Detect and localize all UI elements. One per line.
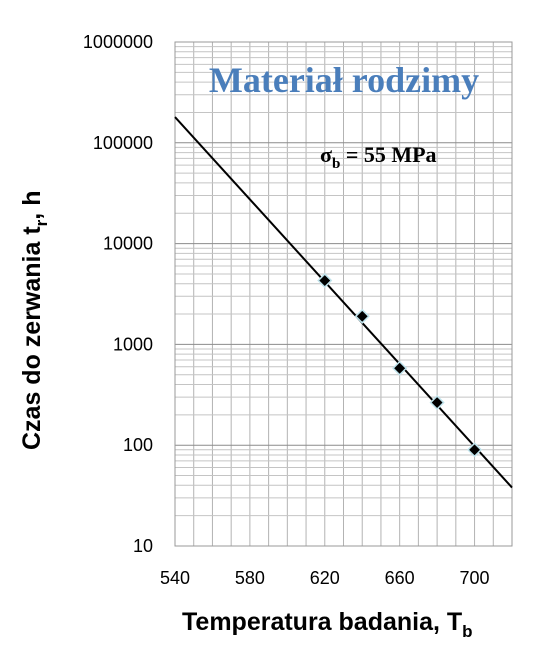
stress-annotation: σb = 55 MPa (320, 142, 437, 172)
x-axis-label: Temperatura badania, Tb (182, 608, 473, 641)
data-point (354, 308, 370, 324)
y-tick-label: 10000 (103, 234, 153, 254)
x-tick-label: 620 (310, 568, 340, 588)
x-tick-label: 580 (235, 568, 265, 588)
y-tick-labels: 10 100 1000 10000 100000 1000000 (83, 32, 153, 556)
y-axis-label: Czas do zerwania tr, h (18, 191, 51, 450)
x-tick-labels: 540 580 620 660 700 (160, 568, 490, 588)
data-point (392, 360, 408, 376)
y-axis-label-suffix: , h (18, 191, 46, 220)
x-tick-label: 660 (385, 568, 415, 588)
annotation-subscript: b (332, 156, 340, 172)
data-point (466, 442, 483, 458)
x-axis-label-main: Temperatura badania, T (182, 608, 462, 636)
x-axis-label-subscript: b (462, 622, 472, 641)
x-tick-label: 700 (460, 568, 490, 588)
y-tick-label: 100000 (93, 133, 153, 153)
y-tick-label: 1000000 (83, 32, 153, 52)
trendline (174, 116, 513, 489)
data-points (317, 272, 483, 458)
annotation-value: = 55 MPa (340, 142, 436, 167)
x-tick-label: 540 (160, 568, 190, 588)
y-tick-label: 10 (133, 536, 153, 556)
y-axis-label-subscript: r (32, 219, 51, 226)
grid-lines (174, 42, 513, 547)
y-tick-label: 100 (123, 435, 153, 455)
data-point (429, 394, 445, 411)
data-point (317, 272, 333, 289)
annotation-symbol: σ (320, 142, 332, 167)
chart-title: Materiał rodzimy (209, 60, 479, 100)
y-tick-label: 1000 (113, 334, 153, 354)
y-axis-label-main: Czas do zerwania t (18, 226, 46, 450)
plot-area-frame (174, 41, 513, 547)
